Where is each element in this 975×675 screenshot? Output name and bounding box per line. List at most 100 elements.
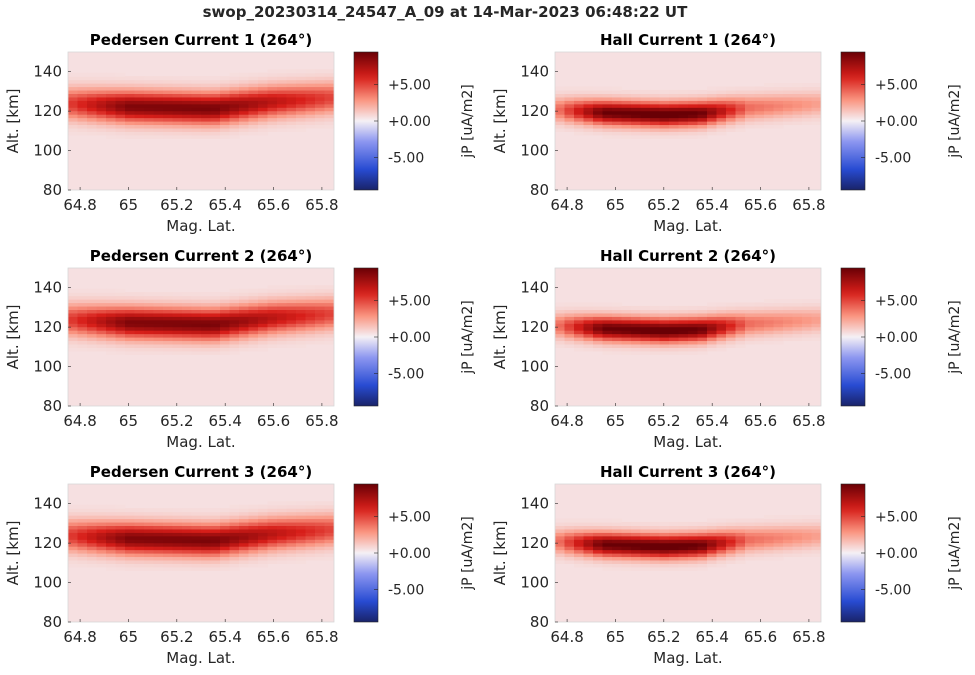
heatmap-cell <box>640 343 651 348</box>
heatmap-cell <box>96 553 107 558</box>
heatmap-cell <box>602 131 613 136</box>
heatmap-cell <box>305 79 316 84</box>
heatmap-cell <box>172 518 183 523</box>
heatmap-cell <box>811 553 821 558</box>
heatmap-cell <box>697 333 708 338</box>
heatmap-cell <box>583 302 594 307</box>
heatmap-cell <box>277 72 288 77</box>
heatmap-cell <box>811 89 821 94</box>
heatmap-cell <box>583 110 594 115</box>
heatmap-cell <box>201 89 212 94</box>
heatmap-cell <box>631 127 642 132</box>
heatmap-cell <box>229 292 240 297</box>
heatmap-cell <box>697 549 708 554</box>
heatmap-cell <box>764 83 775 88</box>
heatmap-cell <box>96 511 107 516</box>
heatmap-cell <box>688 93 699 98</box>
heatmap-cell <box>258 96 269 101</box>
heatmap-cell <box>659 114 670 119</box>
heatmap-cell <box>163 96 174 101</box>
heatmap-cell <box>191 96 202 101</box>
heatmap-cell <box>583 107 594 112</box>
heatmap-cell <box>324 511 334 516</box>
heatmap-cell <box>163 316 174 321</box>
heatmap-cell <box>735 521 746 526</box>
heatmap-cell <box>115 93 126 98</box>
heatmap-cell <box>220 343 231 348</box>
heatmap-cell <box>678 330 689 335</box>
heatmap-cell <box>640 121 651 126</box>
heatmap-cell <box>210 96 221 101</box>
heatmap-cell <box>286 535 297 540</box>
heatmap-cell <box>564 93 575 98</box>
heatmap-cell <box>182 528 193 533</box>
heatmap-cell <box>707 563 718 568</box>
x-tick-label: 65.8 <box>305 628 338 646</box>
heatmap-cell <box>248 549 259 554</box>
heatmap-cell <box>640 100 651 105</box>
y-tick-label: 80 <box>43 613 62 631</box>
heatmap-cell <box>716 114 727 119</box>
heatmap-cell <box>802 521 813 526</box>
heatmap-cell <box>792 302 803 307</box>
heatmap-cell <box>745 100 756 105</box>
heatmap-cell <box>153 521 164 526</box>
heatmap-cell <box>324 546 334 551</box>
heatmap-cell <box>678 134 689 139</box>
heatmap-cell <box>324 323 334 328</box>
heatmap-cell <box>77 546 88 551</box>
heatmap-cell <box>239 559 250 564</box>
heatmap-cell <box>258 559 269 564</box>
heatmap-cell <box>182 110 193 115</box>
heatmap-cell <box>735 114 746 119</box>
heatmap-cell <box>811 299 821 304</box>
heatmap-cell <box>659 103 670 108</box>
heatmap-cell <box>305 508 316 513</box>
heatmap-cell <box>258 302 269 307</box>
heatmap-cell <box>305 521 316 526</box>
heatmap-cell <box>612 89 623 94</box>
heatmap-cell <box>153 86 164 91</box>
heatmap-cell <box>754 337 765 342</box>
heatmap-cell <box>134 340 145 345</box>
heatmap-cell <box>697 117 708 122</box>
heatmap-cell <box>669 525 680 530</box>
heatmap-cell <box>163 539 174 544</box>
heatmap-cell <box>201 319 212 324</box>
heatmap-cell <box>773 518 784 523</box>
heatmap-cell <box>296 285 307 290</box>
heatmap-cell <box>68 288 79 293</box>
heatmap-cell <box>697 100 708 105</box>
heatmap-cell <box>697 134 708 139</box>
heatmap-cell <box>248 326 259 331</box>
heatmap-cell <box>315 508 326 513</box>
heatmap-cell <box>77 312 88 317</box>
heatmap-cell <box>754 96 765 101</box>
heatmap-cell <box>68 553 79 558</box>
heatmap-cell <box>631 521 642 526</box>
heatmap-cell <box>106 295 117 300</box>
heatmap-cell <box>134 103 145 108</box>
heatmap-cell <box>764 532 775 537</box>
heatmap-cell <box>68 549 79 554</box>
heatmap-cell <box>697 546 708 551</box>
heatmap-cell <box>106 340 117 345</box>
heatmap-cell <box>68 539 79 544</box>
heatmap-cell <box>574 323 585 328</box>
heatmap-cell <box>324 337 334 342</box>
heatmap-cell <box>153 299 164 304</box>
heatmap-cell <box>220 532 231 537</box>
colorbar-tick-label: -5.00 <box>388 150 424 166</box>
heatmap-cell <box>735 542 746 547</box>
heatmap-cell <box>735 316 746 321</box>
heatmap-cell <box>68 124 79 129</box>
heatmap-cell <box>324 124 334 129</box>
heatmap-cell <box>277 103 288 108</box>
heatmap-cell <box>144 93 155 98</box>
heatmap-cell <box>659 539 670 544</box>
heatmap-cell <box>87 559 98 564</box>
heatmap-cell <box>621 134 632 139</box>
x-tick-label: 65.8 <box>792 412 825 430</box>
heatmap-cell <box>650 532 661 537</box>
heatmap-cell <box>277 305 288 310</box>
